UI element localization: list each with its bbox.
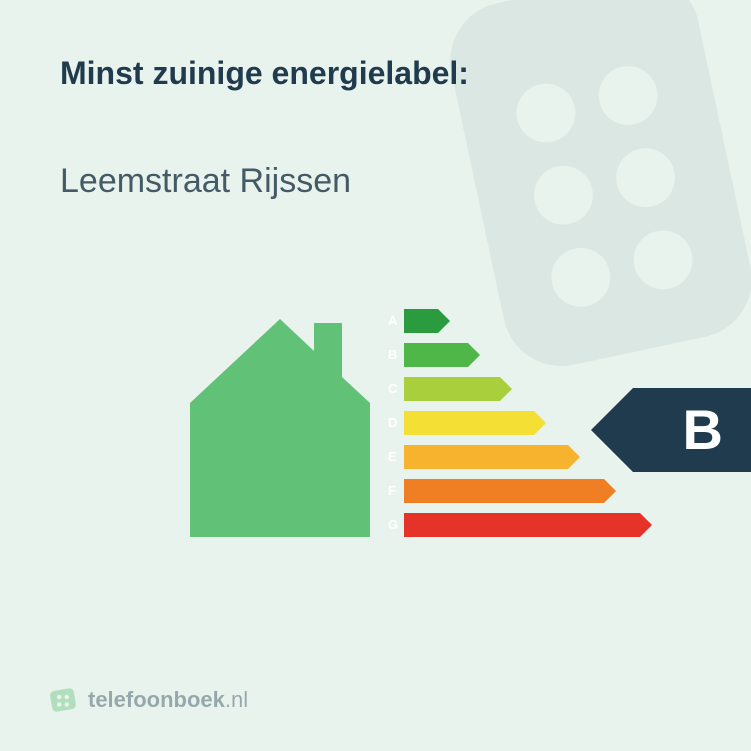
footer-brand-bold: telefoonboek <box>88 687 225 712</box>
footer-brand-thin: .nl <box>225 687 248 712</box>
bar-label-a: A <box>382 309 398 333</box>
energy-bar-f <box>404 479 604 503</box>
energy-bar-a <box>404 309 438 333</box>
house-icon <box>190 307 370 537</box>
bar-label-g: G <box>382 513 398 537</box>
energy-bar-c <box>404 377 500 401</box>
energy-bar-e <box>404 445 568 469</box>
page-title: Minst zuinige energielabel: <box>60 55 691 92</box>
energy-bar-b <box>404 343 468 367</box>
street-name: Leemstraat Rijssen <box>60 162 691 201</box>
bar-label-b: B <box>382 343 398 367</box>
bar-label-f: F <box>382 479 398 503</box>
energy-bar-d <box>404 411 534 435</box>
bar-label-c: C <box>382 377 398 401</box>
result-letter: B <box>683 402 723 458</box>
bar-label-d: D <box>382 411 398 435</box>
footer-brand: telefoonboek.nl <box>48 685 248 715</box>
footer-logo-icon <box>48 685 78 715</box>
energy-bar-g <box>404 513 640 537</box>
result-badge: B <box>633 388 751 472</box>
bar-label-e: E <box>382 445 398 469</box>
bar-labels: ABCDEFG <box>382 309 398 537</box>
